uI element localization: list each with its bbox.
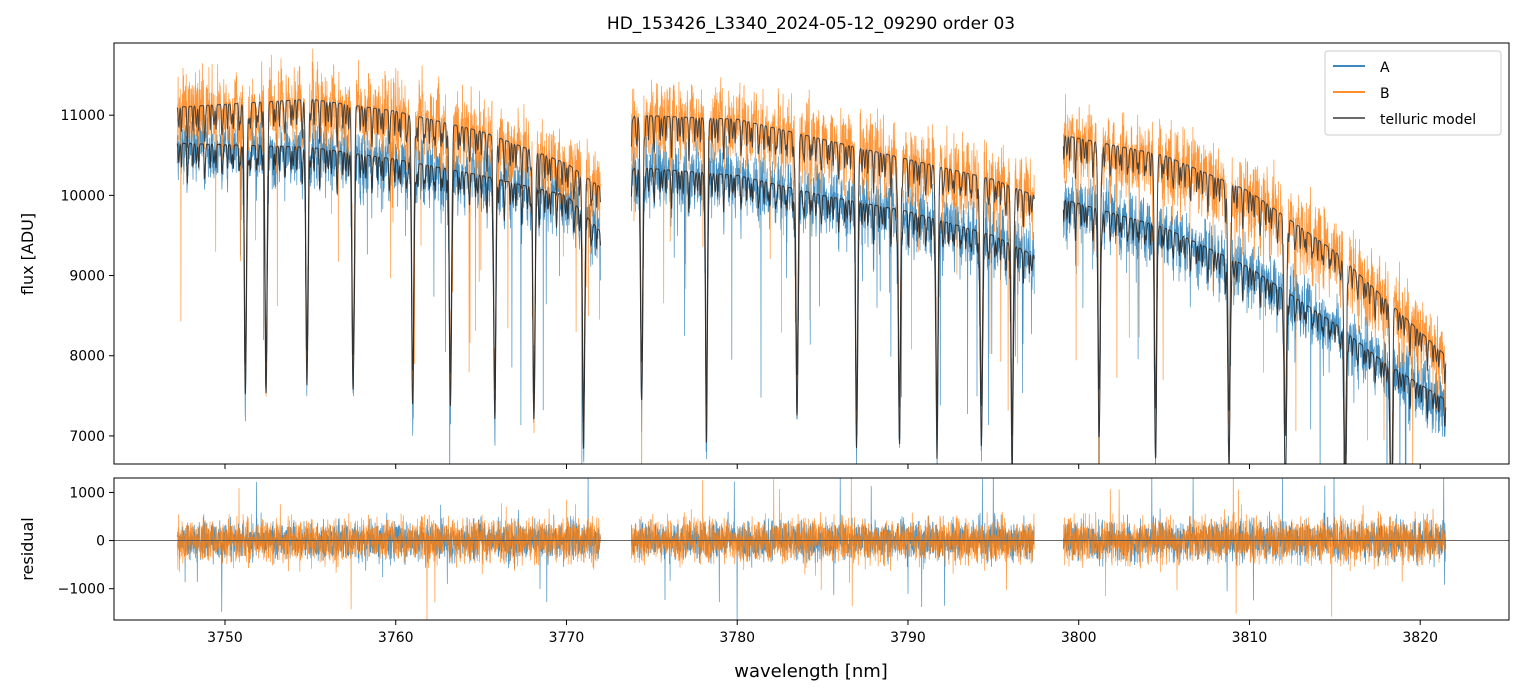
flux-y-tick-label: 10000 [60, 188, 105, 204]
flux-x-ticks [224, 464, 1421, 469]
legend: A B telluric model [1324, 50, 1502, 136]
x-tick-label: 3810 [1232, 630, 1268, 646]
residual-y-ticks: −1000 0 1000 [58, 485, 114, 598]
residual-plot-area [114, 478, 1509, 620]
residual-y-tick-label: −1000 [58, 582, 105, 598]
residual-y-axis-label: residual [18, 517, 37, 580]
x-tick-label: 3790 [890, 630, 926, 646]
flux-y-tick-label: 11000 [60, 108, 105, 124]
x-axis-label: wavelength [nm] [734, 661, 888, 682]
x-tick-label: 3780 [719, 630, 755, 646]
flux-panel: 7000 8000 9000 10000 11000 flux [ADU] A B te… [18, 42, 1510, 469]
legend-label-telluric: telluric model [1380, 112, 1476, 128]
residual-y-tick-label: 0 [96, 534, 105, 550]
flux-y-tick-label: 9000 [69, 269, 105, 285]
flux-axes-frame [113, 42, 1510, 465]
residual-x-ticks: 3750 3760 3770 3780 3790 3800 3810 3820 [207, 620, 1438, 646]
x-tick-label: 3750 [207, 630, 243, 646]
residual-b-line [176, 478, 1447, 620]
x-tick-label: 3800 [1061, 630, 1097, 646]
flux-plot-area [176, 48, 1447, 464]
flux-y-axis-label: flux [ADU] [18, 213, 37, 295]
residual-y-tick-label: 1000 [69, 485, 105, 501]
x-tick-label: 3820 [1402, 630, 1438, 646]
telluric-model-b-line [176, 99, 1447, 464]
figure-title: HD_153426_L3340_2024-05-12_09290 order 0… [607, 14, 1015, 34]
flux-y-tick-label: 8000 [69, 349, 105, 365]
flux-y-tick-label: 7000 [69, 429, 105, 445]
legend-box [1324, 50, 1502, 136]
telluric-model-a-line [176, 142, 1447, 464]
x-tick-label: 3770 [549, 630, 585, 646]
legend-label-a: A [1380, 60, 1390, 76]
flux-y-ticks: 7000 8000 9000 10000 11000 [60, 108, 114, 445]
residual-axes-frame [113, 477, 1510, 621]
x-tick-label: 3760 [378, 630, 414, 646]
legend-label-b: B [1380, 86, 1390, 102]
